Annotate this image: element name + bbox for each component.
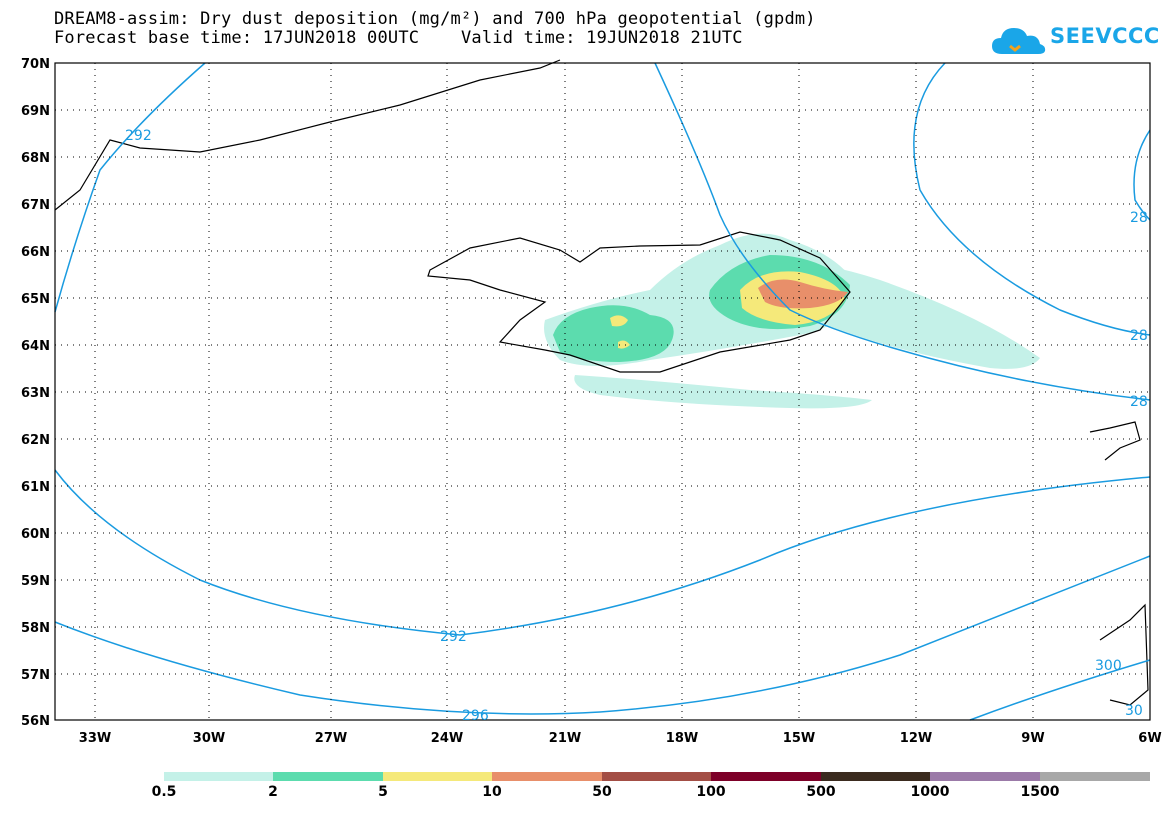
contour-label: 28 xyxy=(1130,394,1148,410)
dust-patch-west-5mg-b xyxy=(618,340,630,349)
contour-300-southeast xyxy=(969,659,1151,721)
lat-label: 60N xyxy=(21,527,50,542)
contour-label: 300 xyxy=(1095,658,1122,674)
legend-swatch xyxy=(711,772,821,781)
lat-label: 67N xyxy=(21,198,50,213)
cloud-icon xyxy=(992,28,1046,54)
lat-label: 63N xyxy=(21,386,50,401)
legend-swatch xyxy=(930,772,1040,781)
dust-patch-west-5mg xyxy=(610,315,628,327)
lat-label: 66N xyxy=(21,245,50,260)
title-line-2: Forecast base time: 17JUN2018 00UTC Vali… xyxy=(54,28,743,48)
contour-label: 296 xyxy=(462,708,489,724)
map-title: DREAM8-assim: Dry dust deposition (mg/m²… xyxy=(54,10,816,48)
lat-label: 57N xyxy=(21,668,50,683)
contour-labels: 292 28 28 28 292 296 300 30 xyxy=(125,128,1148,724)
contour-label: 28 xyxy=(1130,328,1148,344)
geopotential-contours xyxy=(54,62,1151,721)
lat-label: 61N xyxy=(21,480,50,495)
contour-label: 292 xyxy=(440,629,467,645)
legend-swatch xyxy=(602,772,711,781)
legend-label: 1000 xyxy=(910,784,950,800)
lat-label: 69N xyxy=(21,104,50,119)
logo xyxy=(990,20,1150,60)
legend-swatch xyxy=(492,772,602,781)
legend-swatch xyxy=(383,772,492,781)
lon-label: 33W xyxy=(79,731,111,746)
dust-plume-south xyxy=(574,375,872,409)
legend-label: 10 xyxy=(482,784,502,800)
lon-label: 12W xyxy=(900,731,932,746)
contour-292-south xyxy=(54,469,1151,636)
lon-label: 24W xyxy=(431,731,463,746)
dust-deposition-shading xyxy=(544,233,1040,409)
map-gridlines xyxy=(55,63,1150,720)
title-line-1: DREAM8-assim: Dry dust deposition (mg/m²… xyxy=(54,9,816,29)
lon-label: 9W xyxy=(1021,731,1044,746)
legend-label: 100 xyxy=(696,784,726,800)
lon-label: 6W xyxy=(1138,731,1161,746)
contour-label: 292 xyxy=(125,128,152,144)
lon-label: 27W xyxy=(315,731,347,746)
iceland-coastline xyxy=(427,231,851,373)
faroe-islands-coastline xyxy=(1089,421,1141,461)
longitude-labels: 33W 30W 27W 24W 21W 18W 15W 12W 9W 6W xyxy=(79,731,1162,746)
lon-label: 18W xyxy=(666,731,698,746)
lat-label: 68N xyxy=(21,151,50,166)
latitude-labels: 70N 69N 68N 67N 66N 65N 64N 63N 62N 61N … xyxy=(21,57,50,729)
scotland-coastline xyxy=(1099,603,1149,706)
lat-label: 58N xyxy=(21,621,50,636)
legend-swatch xyxy=(273,772,383,781)
greenland-coastline xyxy=(54,59,561,211)
lon-label: 15W xyxy=(783,731,815,746)
dust-patch-west-2mg xyxy=(553,305,674,362)
map-frame xyxy=(54,62,1151,721)
legend-label: 0.5 xyxy=(151,784,177,800)
legend-label: 50 xyxy=(592,784,612,800)
legend-swatch xyxy=(164,772,273,781)
lat-label: 65N xyxy=(21,292,50,307)
contour-label: 28 xyxy=(1130,210,1148,226)
contour-296-south xyxy=(54,555,1151,715)
lat-label: 56N xyxy=(21,714,50,729)
lat-label: 64N xyxy=(21,339,50,354)
legend-label: 500 xyxy=(806,784,836,800)
lat-label: 62N xyxy=(21,433,50,448)
contour-label: 30 xyxy=(1125,703,1143,719)
lat-label: 59N xyxy=(21,574,50,589)
legend-label: 5 xyxy=(378,784,388,800)
contour-288-north xyxy=(654,62,1151,401)
logo-text: SEEVCCC xyxy=(1050,24,1160,48)
lon-label: 21W xyxy=(549,731,581,746)
legend-label: 2 xyxy=(268,784,278,800)
legend-label: 1500 xyxy=(1020,784,1060,800)
legend-swatch xyxy=(1040,772,1150,781)
lat-label: 70N xyxy=(21,57,50,72)
contour-292-northwest xyxy=(54,62,206,313)
lon-label: 30W xyxy=(193,731,225,746)
legend-swatch xyxy=(821,772,930,781)
contour-288-northeast xyxy=(1133,129,1151,221)
contour-288-east xyxy=(913,62,1151,336)
